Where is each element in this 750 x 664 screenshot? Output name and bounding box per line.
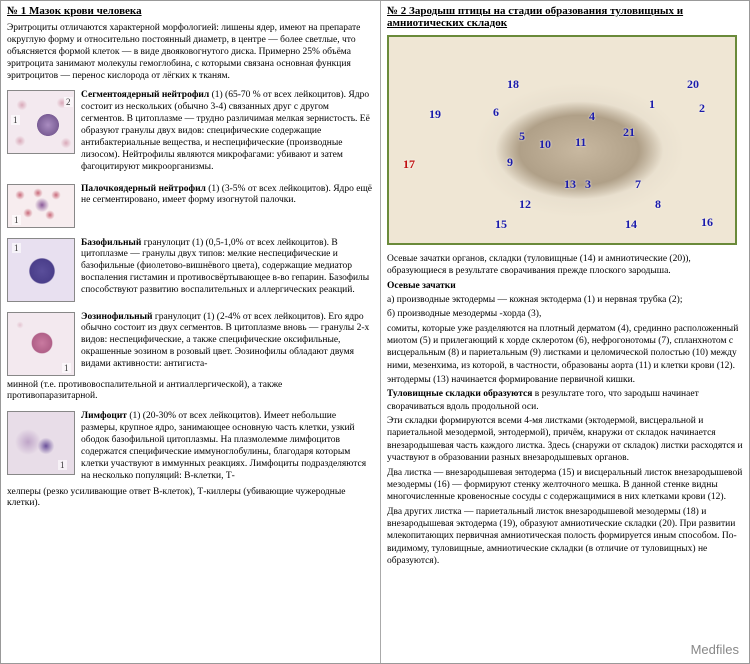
embryo-label: 19 <box>429 107 441 122</box>
embryo-label: 5 <box>519 129 525 144</box>
right-pd: энтодермы (13) начинается формирование п… <box>387 374 743 386</box>
thumb-marker: 1 <box>12 215 21 225</box>
cell-name: Эозинофильный <box>81 312 152 322</box>
embryo-label: 4 <box>589 109 595 124</box>
column-left: № 1 Мазок крови человека Эритроциты отли… <box>1 1 381 663</box>
cell-name: Лимфоцит <box>81 411 127 421</box>
embryo-label: 8 <box>655 197 661 212</box>
column-right: № 2 Зародыш птицы на стадии образования … <box>381 1 749 663</box>
right-pf: Два листка — внезародышевая энтодерма (1… <box>387 467 743 504</box>
right-h2: Туловищные складки образуются <box>387 389 532 399</box>
embryo-figure: 122018191765910114217133121514816 <box>387 35 737 245</box>
cell-thumb: 1 <box>7 238 75 302</box>
left-intro: Эритроциты отличаются характерной морфол… <box>7 23 374 82</box>
embryo-label: 20 <box>687 77 699 92</box>
cell-text: Эозинофильный гранулоцит (1) (2-4% от вс… <box>81 312 374 376</box>
right-p1: Осевые зачатки органов, складки (туловищ… <box>387 253 743 278</box>
cell-thumb: 12 <box>7 90 75 154</box>
right-pc: сомиты, которые уже разделяются на плотн… <box>387 323 743 372</box>
left-title: № 1 Мазок крови человека <box>7 5 374 17</box>
thumb-marker: 1 <box>62 363 71 373</box>
right-body: Осевые зачатки органов, складки (туловищ… <box>387 253 743 567</box>
cell-name: Палочкоядерный нейтрофил <box>81 184 206 194</box>
right-h2-line: Туловищные складки образуются в результа… <box>387 388 743 413</box>
page-root: № 1 Мазок крови человека Эритроциты отли… <box>0 0 750 664</box>
embryo-label: 12 <box>519 197 531 212</box>
embryo-label: 10 <box>539 137 551 152</box>
cell-thumb: 1 <box>7 411 75 475</box>
thumb-marker: 2 <box>64 97 73 107</box>
cell-name: Сегментоядерный нейтрофил <box>81 90 209 100</box>
embryo-label: 13 <box>564 177 576 192</box>
cell-thumb-col: 1 <box>7 411 75 482</box>
embryo-label: 17 <box>403 157 415 172</box>
right-pe: Эти складки формируются всеми 4-мя листк… <box>387 415 743 464</box>
embryo-label: 15 <box>495 217 507 232</box>
cell-desc: (1) (65-70 % от всех лейкоцитов). Ядро с… <box>81 90 370 171</box>
cell-thumb-col: 1 <box>7 238 75 302</box>
watermark: Medfiles <box>691 642 739 657</box>
cell-overflow: минной (т.е. противовоспалительной и ант… <box>7 380 374 404</box>
cell-block: 12Сегментоядерный нейтрофил (1) (65-70 %… <box>7 90 374 173</box>
cell-thumb: 1 <box>7 184 75 228</box>
right-pa: а) производные эктодермы — кожная эктоде… <box>387 294 743 306</box>
right-pg: Два других листка — париетальный листок … <box>387 506 743 568</box>
thumb-marker: 1 <box>11 115 20 125</box>
cell-text: Базофильный гранулоцит (1) (0,5-1,0% от … <box>81 238 374 302</box>
cell-thumb-col: 1 <box>7 184 75 228</box>
thumb-marker: 1 <box>58 460 67 470</box>
right-title: № 2 Зародыш птицы на стадии образования … <box>387 5 743 29</box>
cell-overflow: хелперы (резко усиливающие ответ В-клето… <box>7 487 374 511</box>
thumb-marker: 1 <box>12 243 21 253</box>
embryo-label: 21 <box>623 125 635 140</box>
cell-block: 1 Эозинофильный гранулоцит (1) (2-4% от в… <box>7 312 374 376</box>
embryo-label: 3 <box>585 177 591 192</box>
cell-block: 1 Палочкоядерный нейтрофил (1) (3-5% от в… <box>7 184 374 228</box>
cells-host: 12Сегментоядерный нейтрофил (1) (65-70 %… <box>7 90 374 510</box>
right-pb: б) производные мезодермы -хорда (3), <box>387 308 743 320</box>
cell-thumb: 1 <box>7 312 75 376</box>
embryo-label: 2 <box>699 101 705 116</box>
embryo-label: 7 <box>635 177 641 192</box>
cell-text: Сегментоядерный нейтрофил (1) (65-70 % о… <box>81 90 374 173</box>
embryo-label: 18 <box>507 77 519 92</box>
embryo-label: 1 <box>649 97 655 112</box>
embryo-label: 14 <box>625 217 637 232</box>
embryo-label: 11 <box>575 135 586 150</box>
embryo-label: 16 <box>701 215 713 230</box>
cell-desc: (1) (20-30% от всех лейкоцитов). Имеет н… <box>81 411 366 480</box>
cell-block: 1 Базофильный гранулоцит (1) (0,5-1,0% от… <box>7 238 374 302</box>
embryo-label: 6 <box>493 105 499 120</box>
cell-block: 1 Лимфоцит (1) (20-30% от всех лейкоцитов… <box>7 411 374 482</box>
right-h1: Осевые зачатки <box>387 280 743 292</box>
cell-thumb-col: 1 <box>7 312 75 376</box>
cell-text: Палочкоядерный нейтрофил (1) (3-5% от вс… <box>81 184 374 228</box>
embryo-label: 9 <box>507 155 513 170</box>
cell-name: Базофильный <box>81 238 141 248</box>
cell-thumb-col: 12 <box>7 90 75 173</box>
cell-text: Лимфоцит (1) (20-30% от всех лейкоцитов)… <box>81 411 374 482</box>
